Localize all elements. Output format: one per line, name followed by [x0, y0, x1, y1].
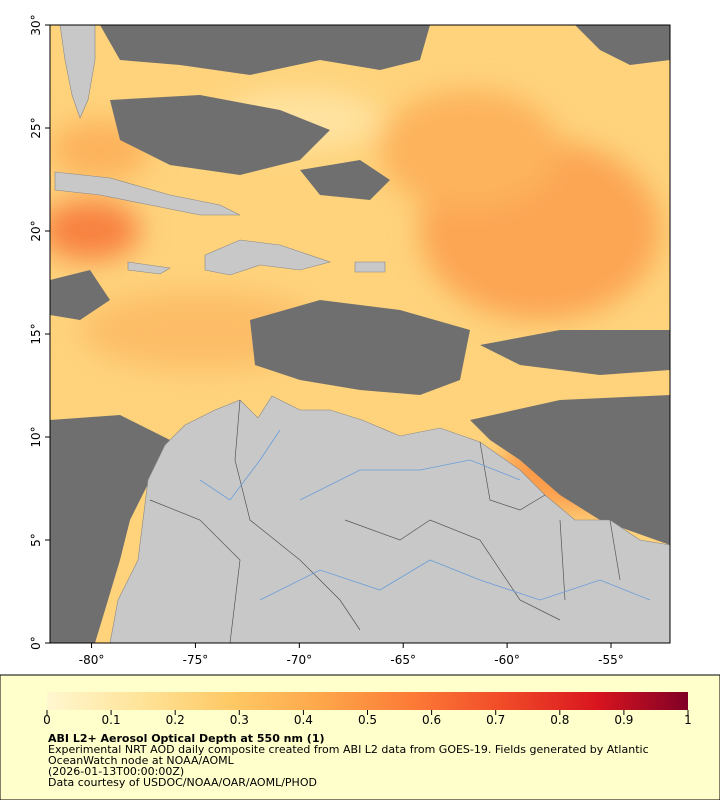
colorbar-tick-label: 1 [684, 713, 692, 727]
colorbar-tick-label: 0.1 [102, 713, 121, 727]
clouds [50, 25, 670, 643]
axes: -80° -75° -70° -65° -60° -55° 0° 5° 10° 15° 20° 25°… [29, 14, 624, 667]
caption-title: ABI L2+ Aerosol Optical Depth at 550 nm … [48, 732, 325, 745]
caption-line: Data courtesy of USDOC/NOAA/OAR/AOML/PHO… [48, 776, 317, 789]
y-tick-label: 10° [29, 426, 43, 447]
colorbar-tick-label: 0.4 [294, 713, 313, 727]
y-tick-label: 15° [29, 323, 43, 344]
colorbar-tick-label: 0.7 [486, 713, 505, 727]
x-tick-label: -70° [287, 653, 313, 667]
colorbar-tick-label: 0.5 [358, 713, 377, 727]
colorbar [47, 692, 688, 710]
colorbar-tick-label: 0.6 [422, 713, 441, 727]
colorbar-tick-label: 0.3 [230, 713, 249, 727]
land [54, 25, 670, 643]
caption-line: (2026-01-13T00:00:00Z) [48, 765, 184, 778]
colorbar-tick-label: 0.2 [166, 713, 185, 727]
x-tick-label: -55° [598, 653, 624, 667]
colorbar-tick-label: 0.8 [550, 713, 569, 727]
y-tick-label: 30° [29, 14, 43, 35]
x-tick-label: -75° [183, 653, 209, 667]
x-tick-label: -60° [494, 653, 520, 667]
y-tick-label: 5° [29, 533, 43, 547]
colorbar-tick-label: 0 [43, 713, 51, 727]
map [50, 25, 670, 643]
colorbar-tick-label: 0.9 [614, 713, 633, 727]
borders [149, 399, 621, 643]
x-tick-label: -65° [390, 653, 416, 667]
caption-line: OceanWatch node at NOAA/AOML [48, 754, 235, 767]
x-tick-label: -80° [79, 653, 105, 667]
caption-line: Experimental NRT AOD daily composite cre… [48, 743, 649, 756]
y-tick-label: 20° [29, 220, 43, 241]
y-tick-label: 25° [29, 117, 43, 138]
rivers [199, 429, 651, 601]
y-tick-label: 0° [29, 636, 43, 650]
